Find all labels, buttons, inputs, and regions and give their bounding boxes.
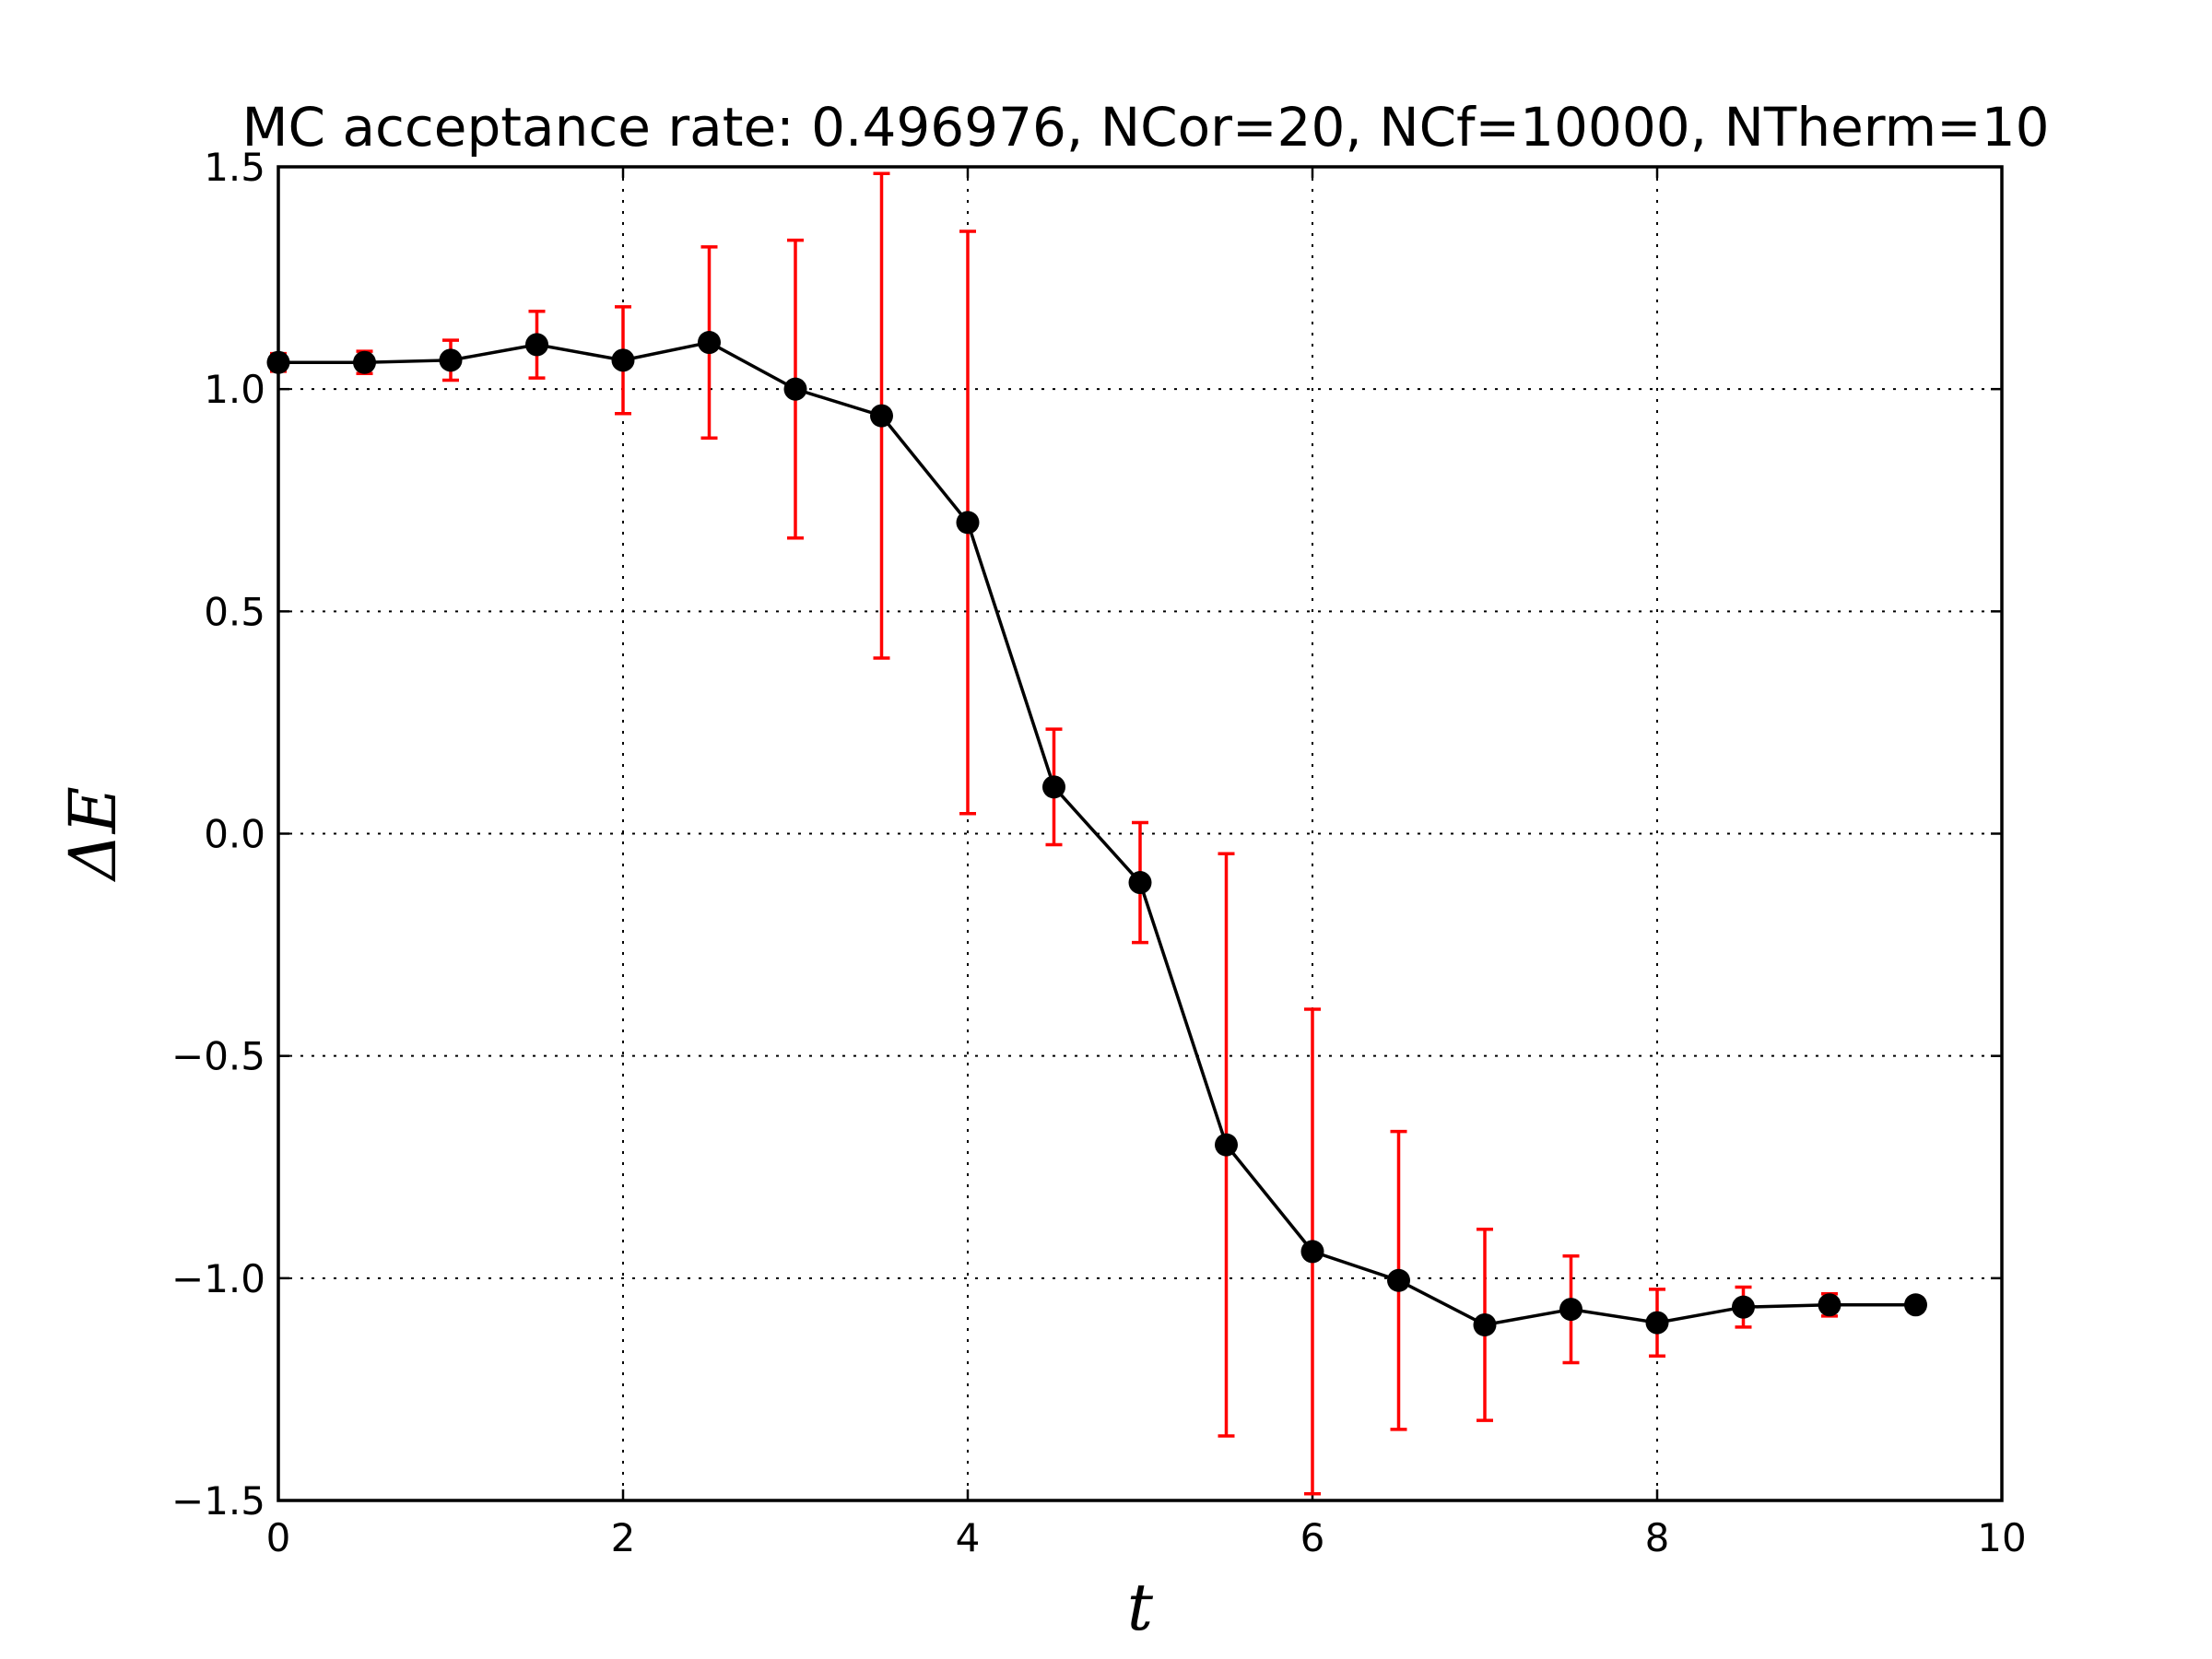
data-point bbox=[1215, 1133, 1238, 1157]
x-tick-label: 8 bbox=[1645, 1515, 1670, 1560]
chart-title: MC acceptance rate: 0.496976, NCor=20, N… bbox=[241, 96, 2049, 159]
data-point bbox=[611, 348, 635, 372]
data-point bbox=[1559, 1298, 1583, 1322]
data-point bbox=[1732, 1295, 1755, 1319]
y-tick-label: −1.5 bbox=[171, 1478, 265, 1524]
y-axis-label: ΔE bbox=[55, 786, 131, 883]
data-point bbox=[1128, 871, 1152, 895]
y-tick-label: 1.5 bbox=[204, 145, 265, 190]
data-point bbox=[956, 511, 980, 535]
x-tick-label: 2 bbox=[611, 1515, 636, 1560]
x-axis-label: t bbox=[1127, 1570, 1154, 1645]
tick-labels: 0 2 4 6 8 10 −1.5 −1.0 −0.5 0.0 0.5 1.0 1.5 bbox=[171, 145, 2027, 1560]
y-tick-label: 1.0 bbox=[204, 367, 265, 412]
y-tick-label: 0.0 bbox=[204, 812, 265, 857]
x-tick-label: 6 bbox=[1300, 1515, 1325, 1560]
plot-frame bbox=[276, 165, 2004, 1502]
data-point bbox=[525, 333, 548, 357]
y-tick-label: 0.5 bbox=[204, 589, 265, 634]
data-point bbox=[1904, 1293, 1927, 1317]
series-line bbox=[278, 340, 1916, 1327]
data-point bbox=[1387, 1268, 1410, 1292]
data-point bbox=[1042, 775, 1065, 799]
plot-area bbox=[266, 171, 1927, 1496]
y-tick-label: −1.0 bbox=[171, 1256, 265, 1301]
data-point bbox=[1645, 1311, 1669, 1335]
y-tick-label: −0.5 bbox=[171, 1034, 265, 1079]
data-point bbox=[1300, 1240, 1324, 1264]
data-point bbox=[1473, 1312, 1497, 1336]
data-point bbox=[698, 331, 721, 355]
data-point bbox=[353, 350, 376, 374]
x-tick-label: 10 bbox=[1977, 1515, 2026, 1560]
data-point bbox=[1818, 1293, 1841, 1317]
x-tick-label: 4 bbox=[956, 1515, 981, 1560]
x-tick-label: 0 bbox=[266, 1515, 291, 1560]
data-point bbox=[783, 377, 807, 401]
data-point bbox=[439, 348, 463, 372]
data-point bbox=[870, 404, 893, 428]
